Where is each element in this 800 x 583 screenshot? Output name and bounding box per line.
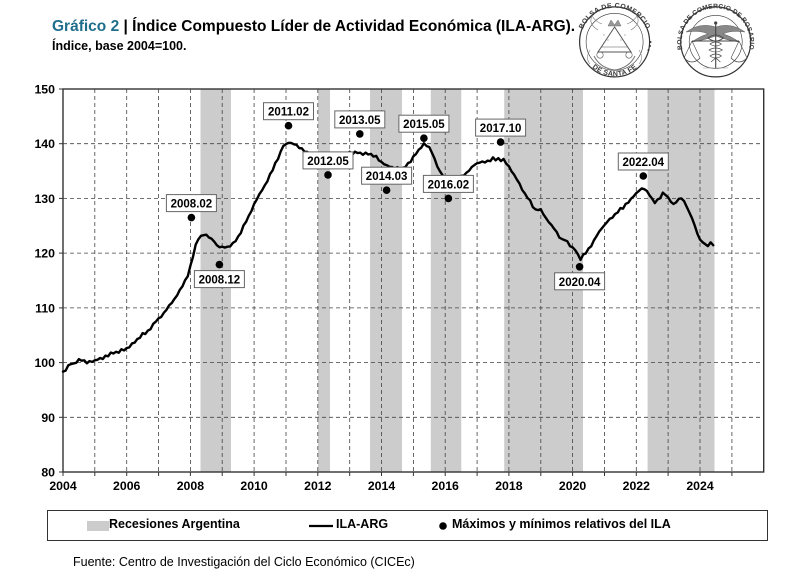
svg-text:120: 120 bbox=[34, 247, 55, 261]
svg-text:2012: 2012 bbox=[304, 479, 332, 493]
svg-text:100: 100 bbox=[34, 356, 55, 370]
svg-text:2020.04: 2020.04 bbox=[559, 277, 601, 289]
svg-text:2011.02: 2011.02 bbox=[268, 107, 309, 119]
svg-text:90: 90 bbox=[41, 411, 55, 425]
svg-text:2008.02: 2008.02 bbox=[171, 199, 213, 211]
svg-text:2008.12: 2008.12 bbox=[199, 275, 241, 287]
svg-text:2014.03: 2014.03 bbox=[366, 171, 408, 183]
svg-text:2014: 2014 bbox=[368, 479, 396, 493]
svg-text:2004: 2004 bbox=[49, 479, 77, 493]
svg-text:2016.02: 2016.02 bbox=[428, 179, 470, 191]
svg-text:2024: 2024 bbox=[686, 479, 714, 493]
svg-text:2008: 2008 bbox=[177, 479, 205, 493]
svg-text:2013.05: 2013.05 bbox=[339, 115, 381, 127]
svg-text:2015.05: 2015.05 bbox=[403, 119, 445, 131]
svg-text:2016: 2016 bbox=[432, 479, 460, 493]
svg-text:2010: 2010 bbox=[240, 479, 268, 493]
svg-text:2012.05: 2012.05 bbox=[307, 156, 349, 168]
svg-text:2022.04: 2022.04 bbox=[623, 157, 665, 169]
svg-text:2017.10: 2017.10 bbox=[480, 123, 522, 135]
svg-text:140: 140 bbox=[34, 137, 55, 151]
svg-text:110: 110 bbox=[35, 301, 55, 315]
svg-text:80: 80 bbox=[41, 466, 55, 480]
svg-text:2018: 2018 bbox=[495, 479, 523, 493]
svg-text:150: 150 bbox=[34, 83, 55, 97]
svg-text:2022: 2022 bbox=[623, 479, 651, 493]
svg-text:2006: 2006 bbox=[113, 479, 141, 493]
svg-text:2020: 2020 bbox=[559, 479, 587, 493]
svg-text:130: 130 bbox=[34, 192, 55, 206]
